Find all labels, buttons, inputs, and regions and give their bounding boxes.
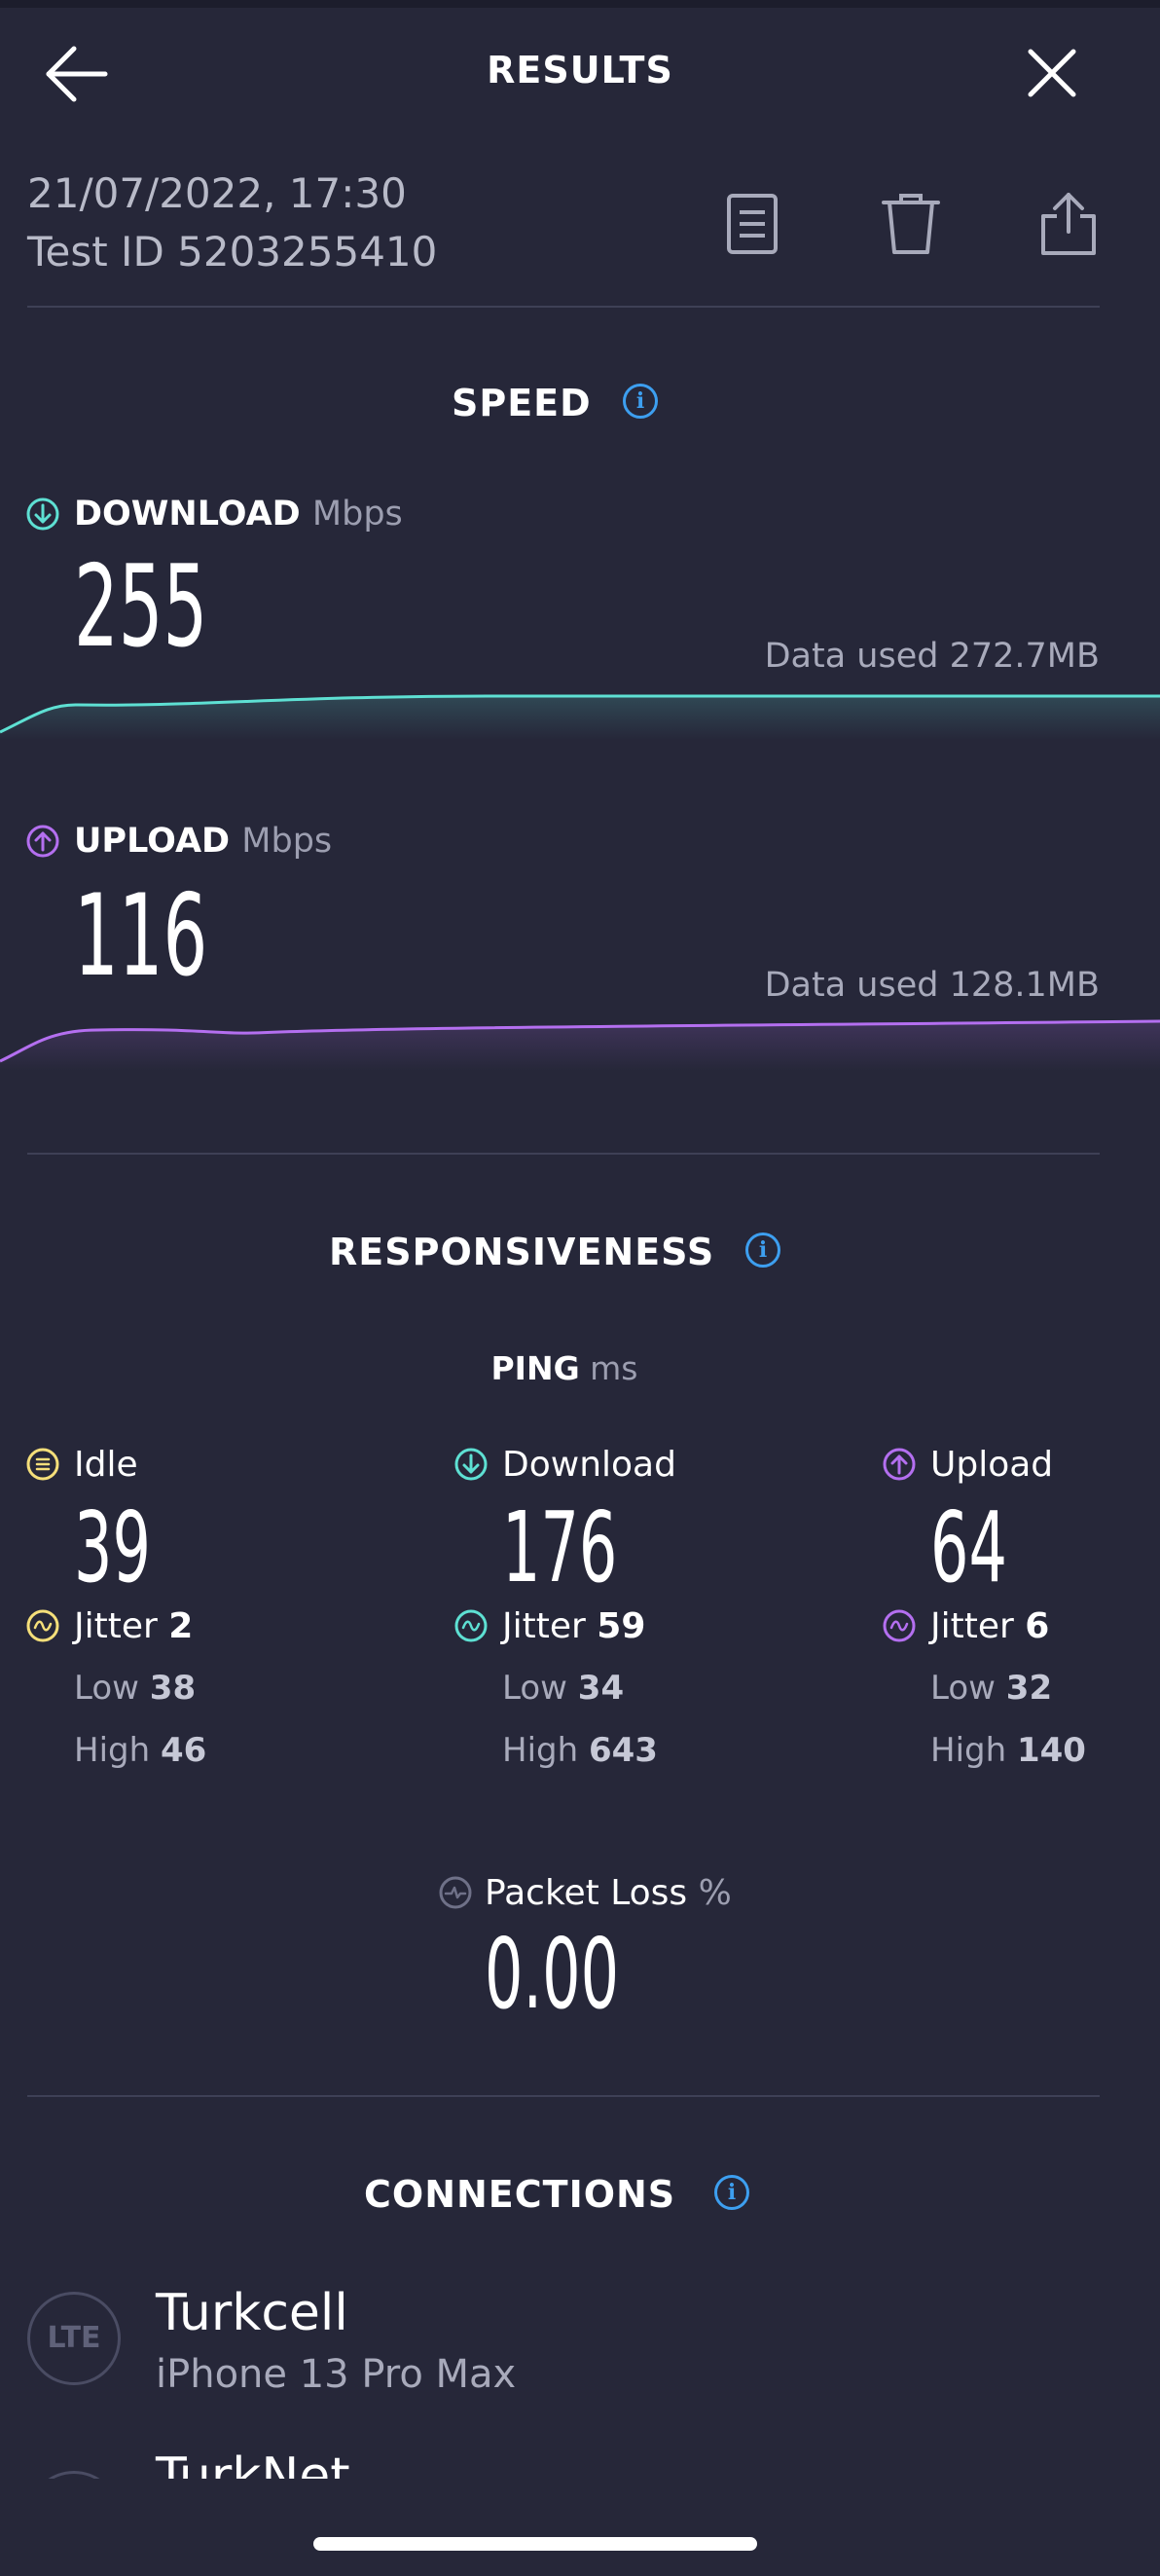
download-jitter-value: 59 (597, 1606, 646, 1646)
idle-low-value: 38 (149, 1669, 197, 1708)
connections-section-title: CONNECTIONS (364, 2173, 676, 2216)
download-value: 255 (74, 541, 208, 673)
ping-label: PING (490, 1349, 580, 1387)
download-jitter-icon (453, 1608, 489, 1647)
status-strip (0, 0, 1160, 8)
trash-icon (882, 194, 940, 254)
download-ping-value: 176 (502, 1490, 618, 1604)
packet-loss-value: 0.00 (485, 1917, 620, 2031)
share-icon (1041, 193, 1096, 255)
download-label-row: DOWNLOAD Mbps (74, 495, 403, 534)
divider (27, 1153, 1100, 1155)
high-label: High (930, 1731, 1007, 1770)
upload-value: 116 (74, 870, 208, 1002)
home-indicator[interactable] (313, 2537, 757, 2551)
idle-label: Idle (74, 1445, 138, 1485)
idle-jitter-icon (25, 1608, 60, 1647)
download-ping-label: Download (502, 1445, 676, 1485)
download-arrow-icon (25, 497, 60, 535)
connections-list: LTE Turkcell iPhone 13 Pro Max TurkNet (0, 2259, 1160, 2479)
idle-high-row: High 46 (74, 1731, 206, 1770)
network-badge-icon (27, 2471, 121, 2479)
idle-low-row: Low 38 (74, 1669, 196, 1708)
lte-badge-icon: LTE (27, 2292, 121, 2385)
page-title: RESULTS (487, 49, 673, 92)
upload-high-value: 140 (1016, 1731, 1086, 1770)
upload-high-row: High 140 (930, 1731, 1086, 1770)
high-label: High (74, 1731, 151, 1770)
upload-low-value: 32 (1005, 1669, 1053, 1708)
download-unit: Mbps (311, 495, 403, 534)
download-speed-graph (0, 694, 1160, 740)
upload-jitter-row: Jitter 6 (930, 1606, 1049, 1646)
close-icon (1028, 49, 1076, 97)
upload-jitter-icon (882, 1608, 917, 1647)
download-low-value: 34 (577, 1669, 625, 1708)
connection-item[interactable]: LTE Turkcell iPhone 13 Pro Max (0, 2259, 1160, 2397)
high-label: High (502, 1731, 579, 1770)
packet-loss-label: Packet Loss (485, 1873, 688, 1913)
connections-info-icon[interactable]: i (714, 2175, 749, 2210)
download-data-used: Data used 272.7MB (764, 637, 1100, 676)
delete-button[interactable] (880, 191, 942, 259)
packet-loss-label-row: Packet Loss % (485, 1873, 732, 1913)
download-jitter-row: Jitter 59 (502, 1606, 645, 1646)
arrow-left-icon (46, 46, 108, 102)
ping-unit: ms (590, 1349, 638, 1387)
responsiveness-section-title: RESPONSIVENESS (329, 1231, 715, 1273)
connection-item[interactable]: TurkNet (0, 2432, 1160, 2479)
jitter-label: Jitter (930, 1606, 1014, 1646)
download-label: DOWNLOAD (74, 495, 301, 534)
idle-ping-value: 39 (74, 1490, 151, 1604)
speed-section-title: SPEED (452, 382, 592, 424)
upload-low-row: Low 32 (930, 1669, 1052, 1708)
jitter-label: Jitter (502, 1606, 586, 1646)
idle-icon (25, 1447, 60, 1486)
upload-ping-value: 64 (930, 1490, 1007, 1604)
back-button[interactable] (43, 43, 111, 105)
ping-heading: PING ms (0, 1349, 1129, 1387)
upload-data-used: Data used 128.1MB (764, 966, 1100, 1005)
divider (27, 306, 1100, 308)
speed-info-icon[interactable]: i (623, 384, 658, 419)
document-button[interactable] (724, 191, 782, 259)
idle-high-value: 46 (160, 1731, 207, 1770)
responsiveness-info-icon[interactable]: i (745, 1233, 780, 1268)
upload-unit: Mbps (241, 822, 333, 861)
upload-ping-label: Upload (930, 1445, 1054, 1485)
low-label: Low (502, 1669, 567, 1708)
test-id: Test ID 5203255410 (27, 228, 438, 276)
upload-speed-graph (0, 1019, 1160, 1071)
download-high-row: High 643 (502, 1731, 658, 1770)
low-label: Low (930, 1669, 996, 1708)
packet-loss-icon (438, 1875, 473, 1914)
idle-jitter-value: 2 (168, 1606, 194, 1646)
upload-ping-icon (882, 1447, 917, 1486)
upload-label: UPLOAD (74, 822, 231, 861)
divider (27, 2095, 1100, 2097)
upload-arrow-icon (25, 824, 60, 863)
download-low-row: Low 34 (502, 1669, 624, 1708)
idle-jitter-row: Jitter 2 (74, 1606, 193, 1646)
share-button[interactable] (1037, 191, 1100, 259)
test-datetime: 21/07/2022, 17:30 (27, 169, 407, 217)
upload-jitter-value: 6 (1025, 1606, 1050, 1646)
close-button[interactable] (1026, 47, 1078, 99)
low-label: Low (74, 1669, 139, 1708)
download-ping-icon (453, 1447, 489, 1486)
download-high-value: 643 (588, 1731, 658, 1770)
connection-device: iPhone 13 Pro Max (156, 2352, 517, 2397)
jitter-label: Jitter (74, 1606, 158, 1646)
connection-name: Turkcell (156, 2284, 348, 2342)
packet-loss-unit: % (698, 1873, 732, 1913)
connection-name: TurkNet (156, 2447, 350, 2479)
upload-label-row: UPLOAD Mbps (74, 822, 332, 861)
document-icon (727, 194, 778, 254)
